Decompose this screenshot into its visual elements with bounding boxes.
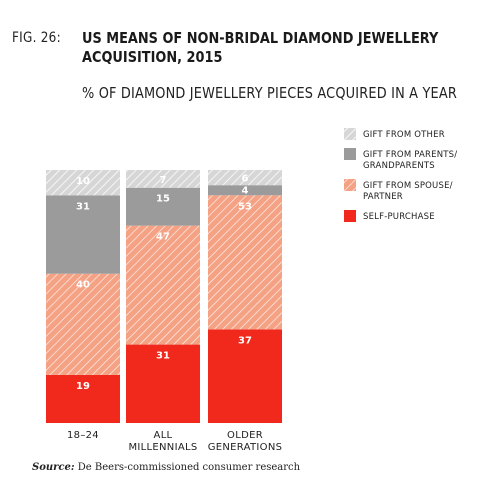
bar-segment-gift-from-spouse-partner-0 [46, 273, 120, 375]
legend-swatch [344, 148, 356, 160]
bar-segment-self-purchase-0 [46, 374, 120, 423]
data-label: 31 [76, 201, 90, 212]
chart-subtitle: % OF DIAMOND JEWELLERY PIECES ACQUIRED I… [82, 84, 457, 102]
x-tick-label: 18–24 [67, 430, 99, 441]
legend-swatch [344, 128, 356, 140]
figure-number: FIG. 26: [12, 30, 61, 46]
data-label: 31 [156, 351, 170, 362]
legend-label: GIFT FROM OTHER [363, 130, 445, 140]
data-label: 10 [76, 176, 90, 187]
legend-label: GIFT FROM PARENTS/ [363, 150, 457, 160]
data-label: 6 [242, 174, 249, 185]
source-label: Source: [32, 462, 75, 473]
x-tick-label: OLDER [227, 430, 263, 441]
data-label: 7 [160, 175, 167, 186]
legend-label: GRANDPARENTS [363, 161, 435, 171]
bar-segment-gift-from-parents-grandparents-2 [208, 185, 282, 196]
chart-title: US MEANS OF NON-BRIDAL DIAMOND JEWELLERY… [82, 29, 439, 66]
x-tick-label: ALL [154, 430, 173, 441]
data-label: 53 [238, 201, 252, 212]
legend-label: PARTNER [363, 192, 403, 202]
bar-segment-gift-from-other-2 [208, 170, 282, 186]
legend-swatch [344, 210, 356, 222]
data-label: 4 [242, 186, 249, 197]
bar-segment-gift-from-other-0 [46, 170, 120, 196]
x-tick-label: MILLENNIALS [128, 442, 197, 453]
bar-segment-self-purchase-2 [208, 329, 282, 423]
bars-group: 19 40 31 10 31 47 15 7 37 53 46 [46, 170, 282, 423]
data-label: 40 [76, 280, 90, 291]
bar-segment-gift-from-parents-grandparents-1 [126, 187, 200, 226]
legend-swatch [344, 179, 356, 191]
data-label: 15 [156, 194, 170, 205]
bar-segment-gift-from-spouse-partner-1 [126, 225, 200, 345]
x-tick-label: GENERATIONS [208, 442, 283, 453]
bar-segment-gift-from-other-1 [126, 170, 200, 188]
bar-segment-gift-from-spouse-partner-2 [208, 195, 282, 330]
data-label: 47 [156, 232, 170, 243]
data-label: 19 [76, 381, 90, 392]
source-text: De Beers-commissioned consumer research [77, 462, 301, 473]
data-label: 37 [238, 335, 252, 346]
bar-segment-self-purchase-1 [126, 344, 200, 423]
stacked-bar-chart: 19 40 31 10 31 47 15 7 37 53 46 18–24 ALLMILLENNIAL… [46, 128, 457, 453]
legend-label: GIFT FROM SPOUSE/ [363, 181, 453, 191]
legend-label: SELF-PURCHASE [363, 212, 435, 222]
legend: GIFT FROM OTHER GIFT FROM PARENTS/GRANDPA… [344, 128, 457, 222]
source-note: Source: De Beers-commissioned consumer r… [32, 462, 300, 473]
bar-segment-gift-from-parents-grandparents-0 [46, 195, 120, 274]
